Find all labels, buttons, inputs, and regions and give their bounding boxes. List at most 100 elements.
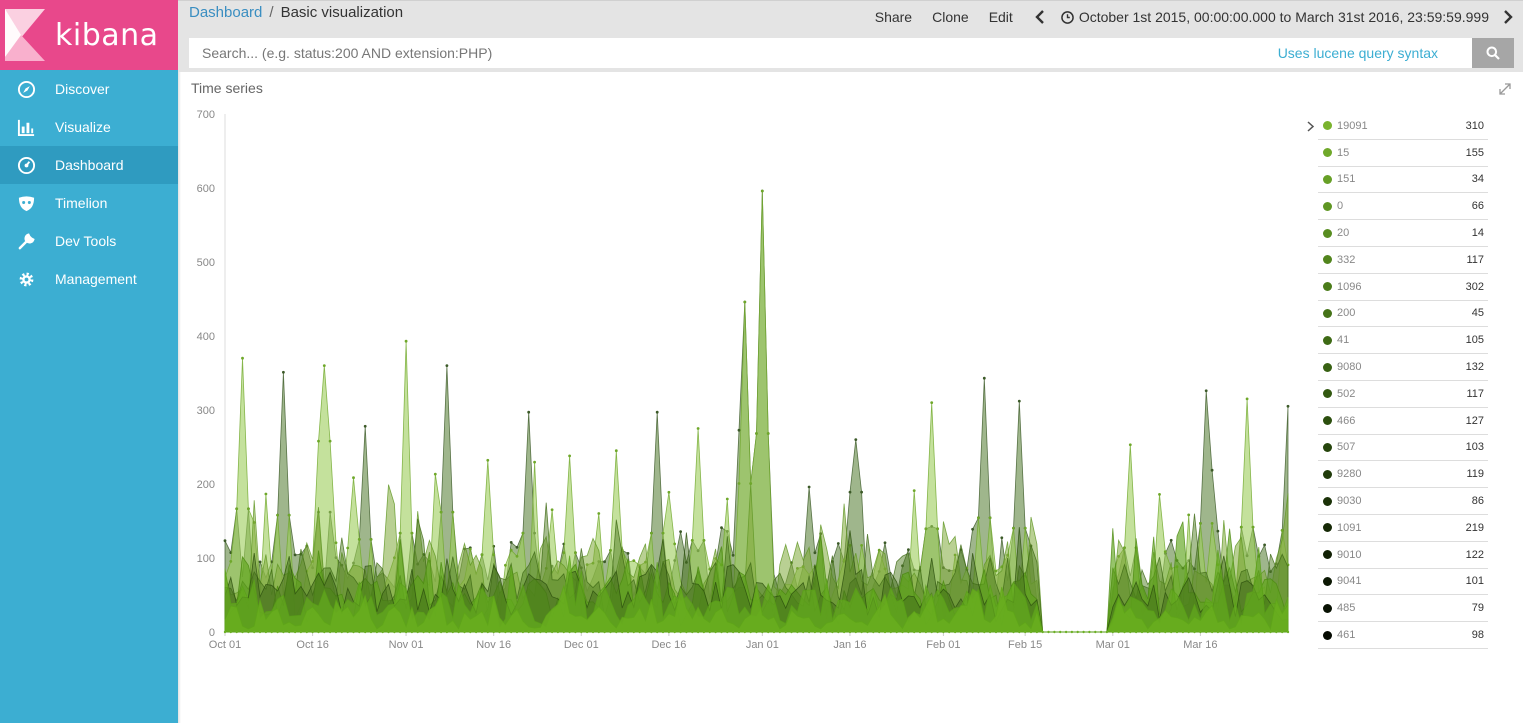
data-point[interactable] — [632, 559, 636, 562]
legend-item[interactable]: 485 79 — [1318, 595, 1488, 623]
data-point[interactable] — [509, 548, 513, 552]
lucene-syntax-link[interactable]: Uses lucene query syntax — [1277, 45, 1438, 61]
data-point[interactable] — [1012, 526, 1015, 530]
data-point[interactable] — [1169, 538, 1173, 542]
data-point[interactable] — [241, 356, 244, 360]
data-point[interactable] — [247, 507, 250, 511]
data-point[interactable] — [229, 560, 233, 563]
data-point[interactable] — [807, 485, 811, 489]
data-point[interactable] — [1210, 522, 1214, 525]
data-point[interactable] — [352, 476, 355, 480]
legend-item[interactable]: 461 98 — [1318, 622, 1488, 649]
share-button[interactable]: Share — [874, 9, 913, 25]
data-point[interactable] — [1239, 525, 1243, 529]
clone-button[interactable]: Clone — [932, 9, 969, 25]
data-point[interactable] — [1210, 468, 1214, 472]
data-point[interactable] — [509, 541, 513, 544]
data-point[interactable] — [912, 489, 916, 492]
series-area[interactable] — [224, 583, 1289, 633]
data-point[interactable] — [650, 531, 653, 535]
time-picker[interactable]: October 1st 2015, 00:00:00.000 to March … — [1060, 9, 1489, 25]
legend-item[interactable]: 9080 132 — [1318, 354, 1488, 381]
data-point[interactable] — [667, 490, 671, 494]
data-point[interactable] — [1158, 493, 1161, 496]
data-point[interactable] — [568, 454, 571, 458]
sidebar-item-management[interactable]: Management — [0, 260, 178, 298]
data-point[interactable] — [550, 508, 554, 512]
data-point[interactable] — [1128, 443, 1132, 447]
legend-item[interactable]: 507 103 — [1318, 435, 1488, 462]
data-point[interactable] — [731, 553, 735, 557]
legend-item[interactable]: 20 14 — [1318, 220, 1488, 247]
search-button[interactable] — [1472, 38, 1514, 68]
legend-item[interactable]: 9010 122 — [1318, 542, 1488, 569]
data-point[interactable] — [860, 544, 863, 547]
data-point[interactable] — [1000, 536, 1004, 540]
data-point[interactable] — [1199, 522, 1202, 525]
data-point[interactable] — [982, 376, 986, 380]
data-point[interactable] — [860, 490, 863, 494]
legend-item[interactable]: 200 45 — [1318, 301, 1488, 328]
data-point[interactable] — [696, 427, 700, 430]
data-point[interactable] — [673, 542, 677, 546]
data-point[interactable] — [766, 432, 770, 435]
data-point[interactable] — [398, 531, 402, 535]
data-point[interactable] — [1245, 397, 1249, 401]
data-point[interactable] — [404, 339, 408, 343]
legend-item[interactable]: 502 117 — [1318, 381, 1488, 408]
data-point[interactable] — [679, 530, 682, 533]
data-point[interactable] — [492, 553, 496, 557]
data-point[interactable] — [223, 539, 227, 543]
data-point[interactable] — [562, 551, 566, 555]
data-point[interactable] — [725, 497, 729, 501]
data-point[interactable] — [468, 547, 472, 551]
data-point[interactable] — [655, 410, 659, 414]
chevron-left-icon[interactable] — [1035, 10, 1045, 24]
legend-toggle-chevron-icon[interactable] — [1307, 121, 1315, 132]
data-point[interactable] — [334, 541, 338, 545]
data-point[interactable] — [410, 531, 414, 535]
expand-icon[interactable] — [1499, 82, 1511, 95]
data-point[interactable] — [854, 438, 858, 441]
data-point[interactable] — [317, 439, 320, 443]
legend-item[interactable]: 466 127 — [1318, 408, 1488, 435]
legend-item[interactable]: 1096 302 — [1318, 274, 1488, 301]
data-point[interactable] — [930, 401, 934, 404]
breadcrumb-dashboard-link[interactable]: Dashboard — [189, 4, 263, 21]
chevron-right-icon[interactable] — [1503, 10, 1513, 24]
data-point[interactable] — [690, 539, 694, 542]
search-input[interactable] — [189, 38, 1472, 68]
data-point[interactable] — [626, 552, 630, 555]
data-point[interactable] — [1204, 389, 1208, 393]
legend-item[interactable]: 151 34 — [1318, 167, 1488, 194]
data-point[interactable] — [749, 482, 753, 485]
data-point[interactable] — [737, 428, 741, 432]
data-point[interactable] — [369, 538, 373, 541]
data-point[interactable] — [258, 560, 262, 564]
data-point[interactable] — [264, 492, 268, 496]
legend-item[interactable]: 332 117 — [1318, 247, 1488, 274]
data-point[interactable] — [433, 472, 437, 476]
data-point[interactable] — [276, 513, 279, 517]
data-point[interactable] — [737, 482, 741, 485]
data-point[interactable] — [597, 512, 601, 515]
data-point[interactable] — [743, 300, 747, 304]
data-point[interactable] — [515, 554, 519, 558]
data-point[interactable] — [282, 370, 285, 374]
data-point[interactable] — [1163, 550, 1167, 553]
data-point[interactable] — [1216, 529, 1220, 533]
data-point[interactable] — [988, 516, 992, 520]
data-point[interactable] — [603, 560, 606, 564]
legend-item[interactable]: 9030 86 — [1318, 488, 1488, 515]
sidebar-item-timelion[interactable]: Timelion — [0, 184, 178, 222]
legend-item[interactable]: 9041 101 — [1318, 569, 1488, 596]
data-point[interactable] — [328, 439, 332, 443]
kibana-logo[interactable]: kibana — [0, 0, 178, 70]
data-point[interactable] — [760, 189, 764, 193]
data-point[interactable] — [533, 460, 536, 464]
data-point[interactable] — [480, 553, 484, 557]
data-point[interactable] — [907, 548, 910, 552]
data-point[interactable] — [486, 458, 490, 462]
data-point[interactable] — [661, 531, 665, 535]
sidebar-item-dashboard[interactable]: Dashboard — [0, 146, 178, 184]
